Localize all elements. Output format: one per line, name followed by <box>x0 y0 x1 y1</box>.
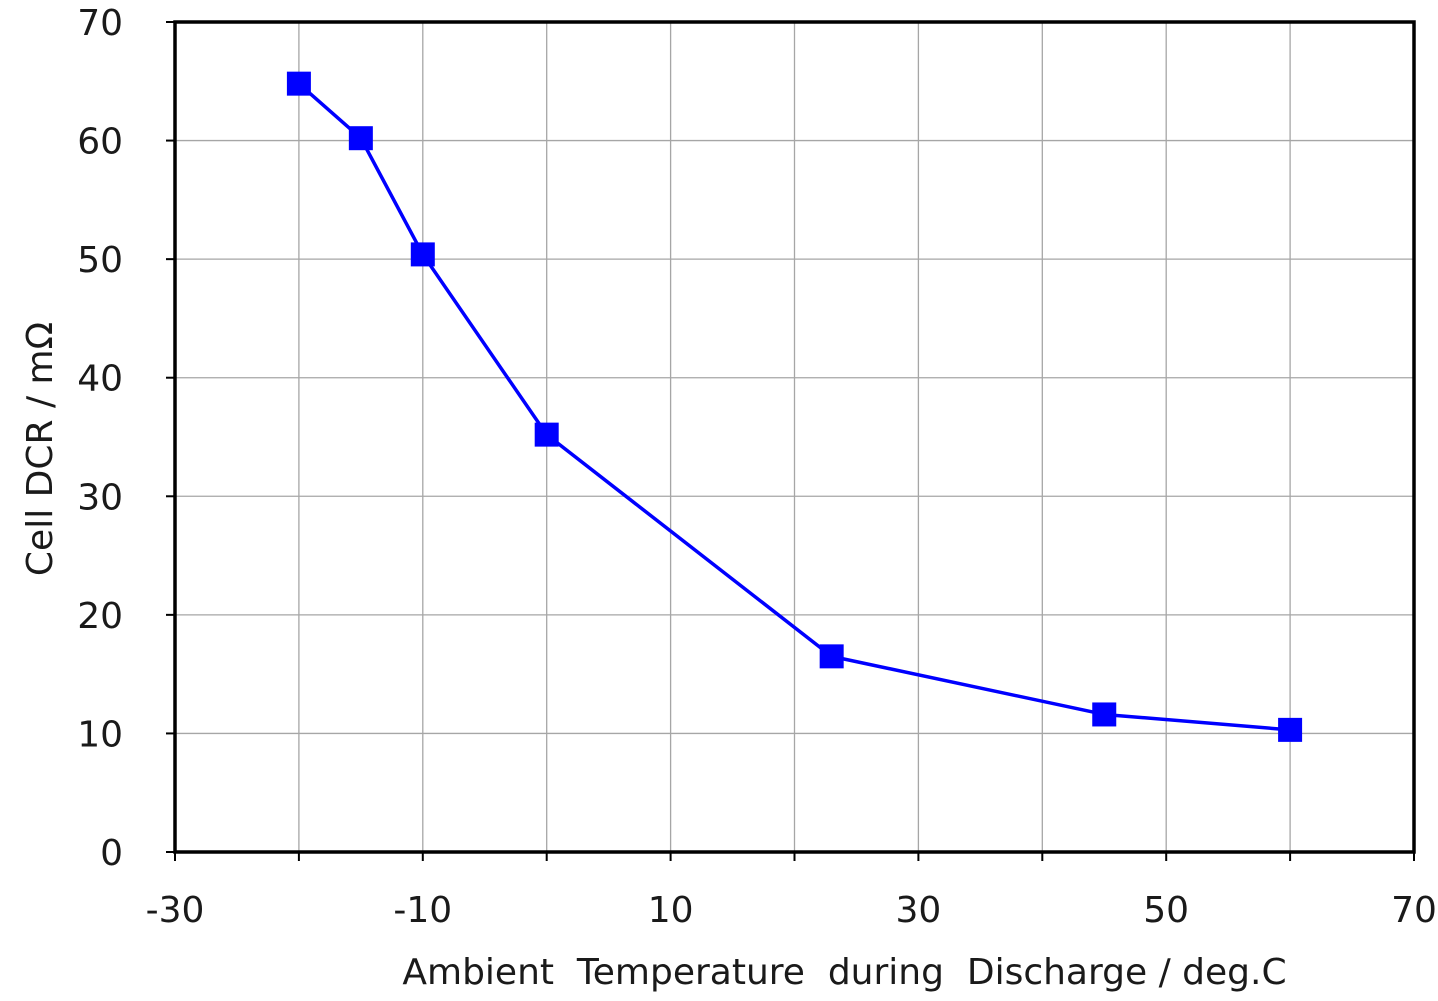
x-tick-label: 30 <box>895 890 941 931</box>
x-tick-label: 50 <box>1143 890 1189 931</box>
data-point-marker <box>286 71 311 96</box>
y-tick-label: 0 <box>100 833 123 874</box>
tick-labels: -30 -10 10 30 50 70 0 10 20 30 40 50 60 70 <box>77 3 1437 931</box>
y-tick-label: 60 <box>77 122 123 163</box>
data-point-marker <box>410 242 435 267</box>
data-series <box>286 71 1303 742</box>
x-tick-label: -30 <box>146 890 205 931</box>
x-tick-label: 70 <box>1391 890 1437 931</box>
data-point-marker <box>348 126 373 151</box>
x-tick-label: -10 <box>393 890 452 931</box>
data-point-marker <box>1092 702 1117 727</box>
data-point-marker <box>534 422 559 447</box>
axis-ticks <box>166 21 1415 861</box>
y-tick-label: 70 <box>77 3 123 44</box>
y-tick-label: 50 <box>77 240 123 281</box>
x-tick-label: 10 <box>648 890 694 931</box>
data-point-marker <box>1278 717 1303 742</box>
data-point-marker <box>819 644 844 669</box>
x-axis-title: Ambient Temperature during Discharge / d… <box>402 952 1286 993</box>
y-tick-label: 20 <box>77 596 123 637</box>
y-tick-label: 30 <box>77 477 123 518</box>
y-axis-title: Cell DCR / mΩ <box>20 322 61 576</box>
y-tick-label: 40 <box>77 359 123 400</box>
y-tick-label: 10 <box>77 714 123 755</box>
